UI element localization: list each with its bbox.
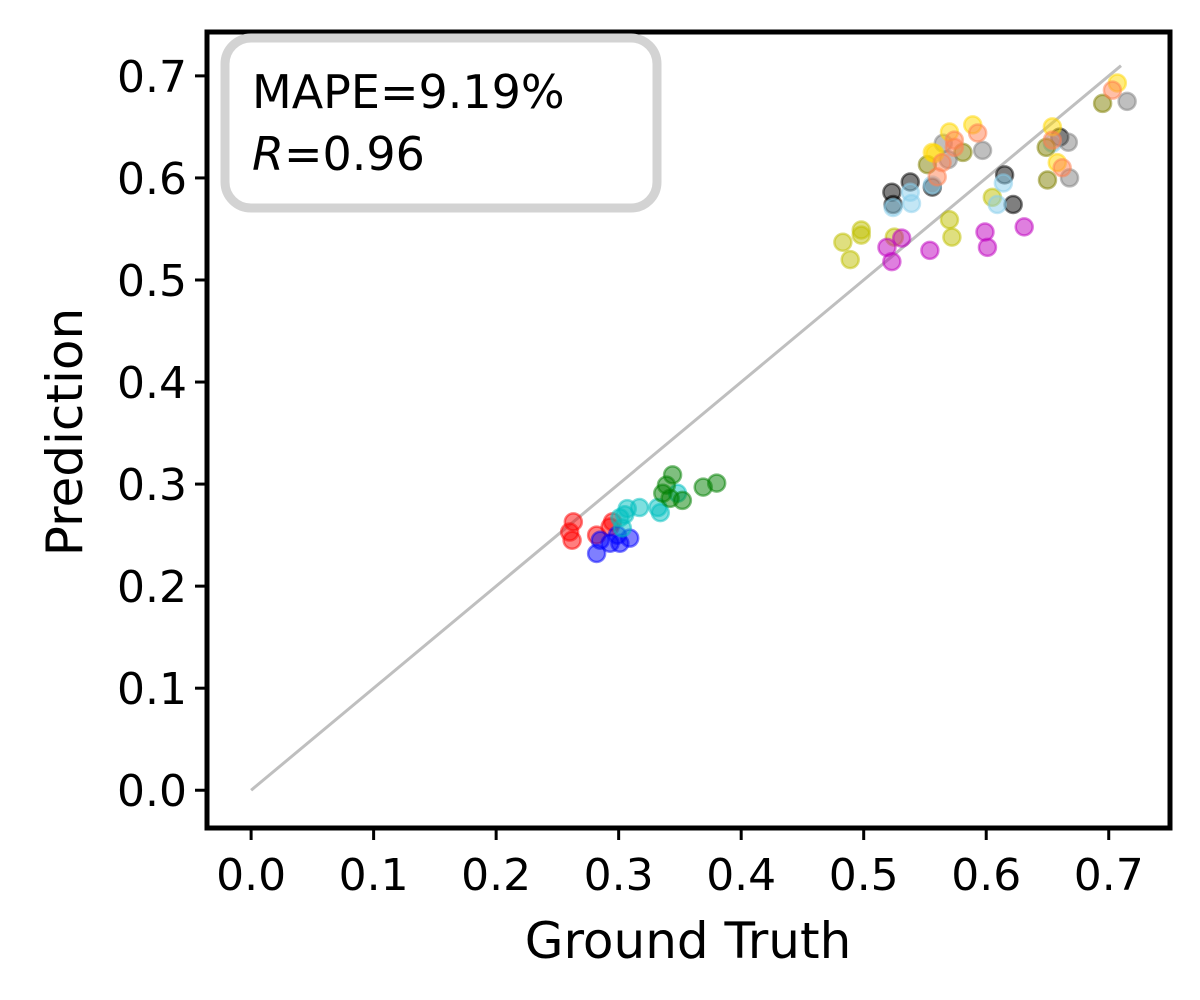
series-coral: [927, 80, 1123, 187]
data-point: [882, 251, 902, 272]
data-point: [977, 237, 998, 258]
data-point: [920, 240, 940, 261]
data-point: [706, 473, 727, 493]
data-point: [562, 530, 582, 550]
y-tick-label: 0.4: [117, 358, 187, 409]
data-point: [851, 225, 872, 245]
y-tick-label: 0.1: [117, 664, 187, 715]
y-tick-label: 0.7: [117, 52, 187, 103]
data-point: [1117, 91, 1137, 112]
data-point: [932, 152, 952, 173]
metrics-annotation-box: MAPE=9.19% R=0.96: [220, 33, 662, 213]
data-point: [840, 249, 860, 270]
data-point: [942, 227, 962, 247]
data-point: [1042, 130, 1063, 150]
data-point: [1003, 194, 1023, 215]
data-point: [615, 504, 635, 525]
x-axis-label: Ground Truth: [525, 912, 852, 970]
data-point: [1058, 132, 1079, 152]
data-points: [559, 73, 1137, 564]
y-tick-label: 0.5: [117, 256, 187, 307]
data-point: [660, 488, 680, 509]
data-point: [1037, 170, 1058, 190]
x-tick-label: 0.4: [706, 850, 776, 901]
y-tick-label: 0.6: [117, 154, 187, 205]
series-green: [653, 465, 727, 511]
data-point: [993, 173, 1014, 193]
data-point: [833, 232, 853, 252]
x-tick-label: 0.5: [829, 850, 899, 901]
y-tick-label: 0.3: [117, 460, 187, 511]
data-point: [967, 123, 988, 143]
data-point: [944, 137, 965, 158]
series-magenta: [877, 217, 1034, 272]
x-tick-label: 0.7: [1074, 850, 1144, 901]
y-tick-label: 0.2: [117, 562, 187, 613]
data-point: [891, 228, 912, 248]
plot-frame: [204, 29, 1173, 831]
data-point: [1102, 80, 1123, 100]
y-axis-ticks: 0.0 0.1 0.2 0.3 0.4 0.5 0.6 0.7: [117, 52, 207, 817]
data-point: [650, 502, 671, 523]
data-point: [900, 182, 921, 202]
mape-text: MAPE=9.19%: [252, 65, 565, 119]
r-value: =0.96: [284, 127, 425, 181]
data-point: [987, 194, 1007, 215]
x-axis-ticks: 0.0 0.1 0.2 0.3 0.4 0.5 0.6 0.7: [216, 828, 1144, 901]
data-point: [1014, 217, 1034, 237]
x-tick-label: 0.1: [339, 850, 409, 901]
x-tick-label: 0.6: [951, 850, 1021, 901]
x-tick-label: 0.3: [584, 850, 654, 901]
data-point: [1092, 93, 1113, 114]
data-point: [972, 140, 993, 161]
identity-reference-line: [250, 64, 1122, 792]
data-point: [1052, 157, 1072, 178]
y-tick-label: 0.0: [117, 766, 187, 817]
y-axis-label: Prediction: [36, 308, 94, 556]
data-point: [883, 197, 903, 218]
data-point: [939, 210, 960, 230]
r-symbol: R: [252, 127, 284, 181]
r-text: R=0.96: [252, 127, 425, 181]
x-tick-label: 0.2: [461, 850, 531, 901]
x-tick-label: 0.0: [216, 850, 286, 901]
